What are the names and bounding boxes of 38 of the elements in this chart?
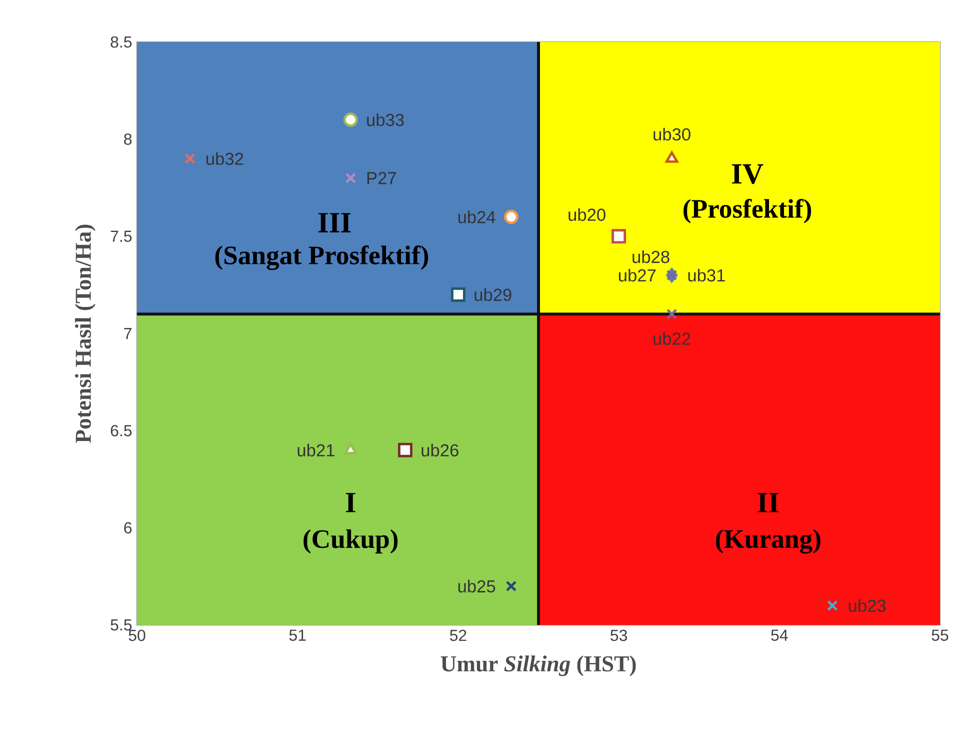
x-tick-label: 51 bbox=[289, 630, 306, 641]
series-label: ub32 bbox=[206, 152, 244, 165]
annotation: I bbox=[346, 492, 356, 512]
x-tick-label: 50 bbox=[128, 630, 146, 642]
x-tick-label: 53 bbox=[610, 630, 627, 642]
series-label: ub28 bbox=[632, 250, 670, 264]
series-label: ub33 bbox=[367, 113, 404, 126]
y-tick-label: 5.5 bbox=[110, 619, 132, 631]
series-label: ub21 bbox=[298, 444, 334, 456]
annotation: III bbox=[318, 213, 351, 232]
annotation: II bbox=[758, 492, 779, 512]
series-label: ub24 bbox=[458, 210, 496, 224]
y-tick-label: 7 bbox=[124, 328, 132, 340]
annotation: (Sangat Prosfektif) bbox=[215, 245, 428, 270]
y-axis-title: Potensi Hasil (Ton/Ha) bbox=[75, 224, 96, 443]
y-tick-label: 8 bbox=[124, 134, 132, 145]
x-tick-label: 52 bbox=[450, 630, 466, 642]
x-tick-label: 54 bbox=[771, 630, 788, 641]
y-tick-label: 8.5 bbox=[110, 36, 132, 48]
series-label: ub30 bbox=[654, 128, 690, 141]
x-tick-label: 55 bbox=[932, 630, 948, 641]
series-label: ub22 bbox=[654, 332, 690, 345]
x-axis-title: Umur Silking (HST) bbox=[440, 656, 636, 676]
annotation: (Cukup) bbox=[304, 529, 398, 554]
y-tick-label: 7.5 bbox=[110, 230, 132, 242]
annotation: (Prosfektif) bbox=[684, 198, 812, 224]
series-label: ub20 bbox=[568, 208, 606, 221]
series-label: ub27 bbox=[618, 268, 656, 282]
series-label: P27 bbox=[367, 172, 396, 184]
y-tick-label: 6 bbox=[124, 522, 132, 534]
series-label: ub25 bbox=[458, 580, 496, 592]
y-tick-label: 6.5 bbox=[110, 425, 132, 436]
annotation: IV bbox=[732, 164, 764, 184]
series-label: ub26 bbox=[422, 444, 458, 456]
series-label: ub23 bbox=[848, 599, 886, 612]
series-label: ub31 bbox=[688, 268, 725, 282]
series-label: ub29 bbox=[474, 288, 512, 301]
annotation: (Kurang) bbox=[716, 529, 820, 554]
